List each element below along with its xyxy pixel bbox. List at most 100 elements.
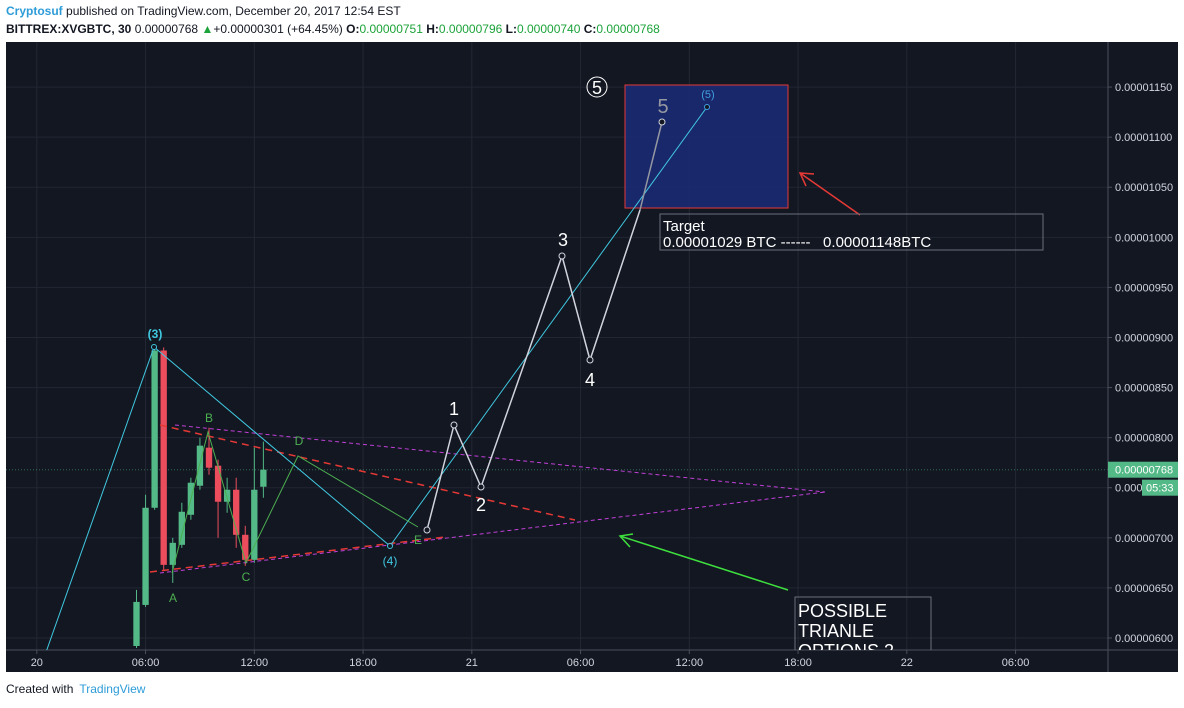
marker	[477, 483, 485, 491]
candle-body	[205, 447, 213, 468]
c: 0.00000768	[596, 22, 660, 36]
y-tick-label: 0.00001000	[1115, 232, 1173, 244]
h: 0.00000796	[438, 22, 503, 36]
brand[interactable]: TradingView	[79, 682, 146, 696]
wave-line	[389, 106, 708, 547]
o: 0.00000751	[359, 22, 423, 36]
x-tick-label: 06:00	[132, 657, 160, 669]
candle-body	[214, 465, 222, 502]
price-box	[1108, 461, 1178, 478]
x-tick-label: 20	[31, 657, 43, 669]
candle-body	[142, 507, 149, 605]
target-range: 0.00001029 BTC ------ 0.00001148BTC	[663, 234, 931, 251]
c-label: C:	[583, 22, 597, 36]
chart: POSSIBLE TRIANLE OPTIONS 2 (3) B D A C E…	[6, 42, 1178, 672]
countdown-box	[1142, 479, 1178, 496]
arrow	[799, 172, 861, 216]
x-tick-label: 18:00	[784, 657, 812, 669]
target-box	[659, 213, 1044, 251]
symbol: BITTREX:XVGBTC, 30	[6, 22, 132, 36]
footer: Created with TradingView	[6, 682, 145, 696]
marker	[423, 526, 431, 534]
candle-body	[233, 489, 240, 535]
h-label: H:	[426, 22, 439, 36]
labels: (3) B D A C E (4) 1 2 3 4 5 (5) 5 Target…	[148, 76, 931, 605]
candle-body	[251, 489, 258, 560]
wave-label: 1	[449, 399, 459, 419]
wave-label: 2	[476, 495, 486, 515]
y-tick-label: 0.00000950	[1115, 282, 1173, 294]
x-tick-label: 06:00	[1002, 657, 1030, 669]
arrow	[619, 535, 789, 591]
y-tick-label: 0.00000650	[1115, 583, 1173, 595]
y-tick-label: 0.00000900	[1115, 332, 1173, 344]
marker	[151, 344, 157, 350]
candle-body	[178, 511, 185, 545]
red-lower	[149, 536, 446, 573]
price-label: 0.00000768	[1115, 465, 1173, 477]
l-label: L:	[505, 22, 517, 36]
candle-body	[133, 601, 140, 646]
marker	[586, 356, 594, 364]
candle-body	[242, 534, 249, 560]
wave-label: (5)	[701, 89, 714, 101]
x-tick-label: 06:00	[567, 657, 595, 669]
ohlc-line: BITTREX:XVGBTC, 30 0.00000768 ▲+0.000003…	[6, 20, 660, 38]
wave-label: 5	[657, 96, 668, 118]
candle-body	[151, 350, 158, 508]
o-label: O:	[346, 22, 360, 36]
impulse-line	[426, 209, 641, 531]
target-zone	[624, 84, 789, 209]
note-box	[794, 596, 932, 650]
impulse-line	[639, 121, 663, 211]
y-tick-label: 0.00000600	[1115, 633, 1173, 645]
y-tick-label: 0.00001150	[1115, 82, 1172, 94]
x-tick-label: 22	[901, 657, 913, 669]
arrow-head	[798, 172, 815, 187]
candles	[133, 345, 267, 648]
note-text: TRIANLE	[798, 621, 874, 641]
y-tick-label: 0.00001050	[1115, 182, 1173, 194]
y-tick-label: 0.00001100	[1115, 132, 1172, 144]
axes: 0.000006000.000006500.000007000.00000750…	[31, 82, 1178, 669]
created: Created with	[6, 682, 74, 696]
wave-label: 3	[558, 230, 568, 250]
abcde-line	[171, 430, 419, 574]
marker	[450, 421, 458, 429]
abc-label: C	[242, 570, 251, 584]
red-upper	[159, 424, 576, 521]
note-text: OPTIONS 2	[798, 641, 894, 661]
x-tick-label: 12:00	[241, 657, 269, 669]
target-title: Target	[663, 218, 706, 235]
y-tick-label: 0.00000800	[1115, 433, 1173, 445]
triangle-upper	[174, 424, 826, 493]
last: 0.00000768	[134, 22, 199, 36]
candle-body	[169, 542, 176, 565]
wave-label: (3)	[148, 327, 163, 341]
header: Cryptosuf published on TradingView.com, …	[6, 2, 660, 38]
drawings: POSSIBLE TRIANLE OPTIONS 2	[46, 84, 1044, 661]
abc-label: A	[169, 591, 177, 605]
y-tick-label: 0.00000850	[1115, 383, 1173, 395]
l: 0.00000740	[516, 22, 581, 36]
publish-line: Cryptosuf published on TradingView.com, …	[6, 2, 660, 20]
note: POSSIBLE TRIANLE OPTIONS 2	[794, 596, 932, 661]
marker	[558, 252, 566, 260]
candle-body	[160, 350, 167, 565]
abc-label: B	[205, 411, 213, 425]
candle-body	[196, 445, 204, 486]
x-tick-label: 21	[466, 657, 478, 669]
marker	[658, 118, 666, 126]
published: published on TradingView.com, December 2…	[66, 4, 401, 18]
arrow: ▲	[201, 22, 214, 36]
marker	[387, 543, 393, 549]
marker	[704, 104, 710, 110]
author[interactable]: Cryptosuf	[6, 4, 63, 18]
note-text: POSSIBLE	[798, 601, 887, 621]
arrow-head	[618, 533, 634, 548]
abc-label: D	[295, 434, 304, 448]
wave-label: (4)	[383, 554, 398, 568]
chart-background	[6, 42, 1178, 672]
candle-body	[260, 469, 267, 487]
